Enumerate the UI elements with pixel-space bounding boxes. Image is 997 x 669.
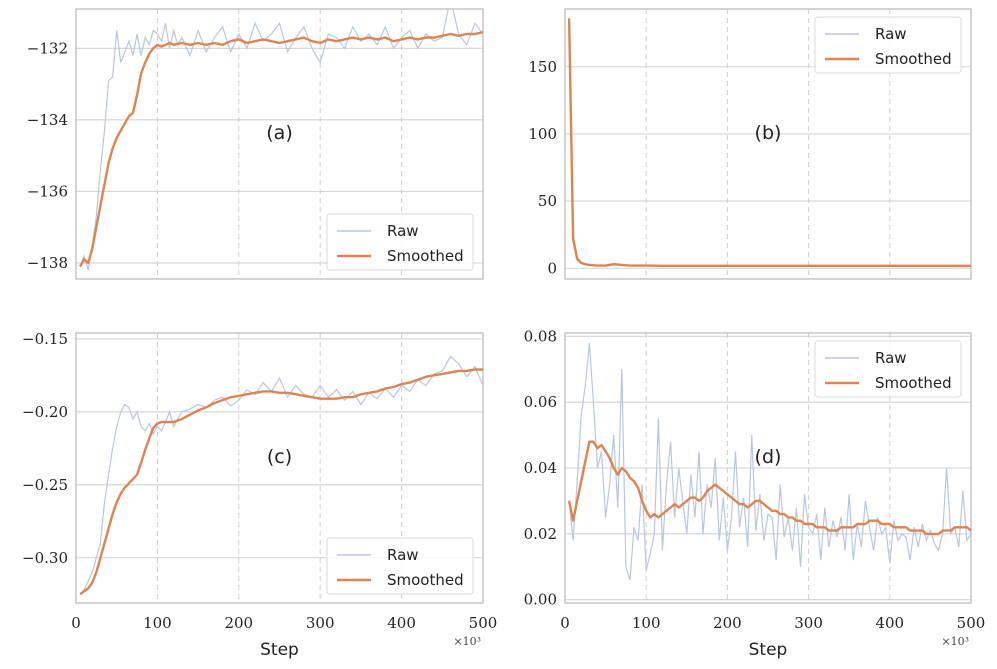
panel-a: −138 −136 −134 −132 (a) Raw Smoothed <box>27 8 484 280</box>
x-tick-label: 500 <box>957 614 986 632</box>
legend: Raw Smoothed <box>326 213 474 271</box>
y-tick-label: 0.06 <box>524 393 557 411</box>
panel-b: 0 50 100 150 (b) Raw Smoothed <box>528 8 972 280</box>
legend: Raw Smoothed <box>814 16 962 74</box>
panel-annotation: (b) <box>755 122 782 144</box>
plot-frame <box>75 332 484 604</box>
y-tick-label: −136 <box>27 182 68 200</box>
y-tick-label: 0.00 <box>524 591 557 609</box>
raw-series-line <box>568 342 971 581</box>
y-tick-label: −138 <box>27 254 68 272</box>
legend-raw-label: Raw <box>387 546 419 564</box>
x-tick-label: 300 <box>306 614 335 632</box>
y-tick-label: 50 <box>538 192 557 210</box>
smoothed-series-line <box>79 31 483 268</box>
raw-series-line <box>79 355 483 595</box>
x-tick-label: 0 <box>71 614 81 632</box>
y-tick-label: −0.30 <box>22 549 68 567</box>
y-tick-label: −0.15 <box>22 330 68 348</box>
panel-annotation: (d) <box>755 446 782 468</box>
y-tick-label: −132 <box>27 39 68 57</box>
smoothed-series-line <box>79 368 483 596</box>
smoothed-series-line <box>567 18 971 267</box>
x-tick-label: 500 <box>469 614 498 632</box>
y-tick-label: −0.20 <box>22 403 68 421</box>
legend-raw-label: Raw <box>875 349 907 367</box>
x-tick-label: 400 <box>875 614 904 632</box>
panel-annotation: (a) <box>266 122 292 144</box>
x-axis-multiplier: ×10³ <box>941 635 969 648</box>
x-tick-label: 0 <box>560 614 570 632</box>
legend-smoothed-label: Smoothed <box>875 374 952 392</box>
panel-d: 0.00 0.02 0.04 0.06 0.08 0 100 200 300 400 500 (d) R… <box>524 327 986 660</box>
y-tick-label: 100 <box>528 125 557 143</box>
legend-raw-label: Raw <box>387 222 419 240</box>
plot-frame <box>564 332 972 604</box>
x-tick-label: 100 <box>143 614 172 632</box>
legend-smoothed-label: Smoothed <box>387 571 464 589</box>
y-tick-label: 150 <box>528 58 557 76</box>
plot-frame <box>75 8 484 280</box>
legend-smoothed-label: Smoothed <box>875 50 952 68</box>
x-tick-label: 200 <box>224 614 253 632</box>
panel-annotation: (c) <box>267 446 292 468</box>
x-tick-label: 100 <box>632 614 661 632</box>
legend: Raw Smoothed <box>326 537 474 595</box>
plot-frame <box>564 8 972 280</box>
y-tick-label: −0.25 <box>22 476 68 494</box>
x-axis-label: Step <box>749 640 788 660</box>
x-axis-label: Step <box>260 640 299 660</box>
y-tick-label: 0.08 <box>524 327 557 345</box>
legend-raw-label: Raw <box>875 25 907 43</box>
legend-smoothed-label: Smoothed <box>387 247 464 265</box>
legend: Raw Smoothed <box>814 340 962 398</box>
x-axis-multiplier: ×10³ <box>453 635 481 648</box>
y-tick-label: 0 <box>547 259 557 277</box>
x-tick-label: 300 <box>794 614 823 632</box>
y-tick-label: 0.04 <box>524 459 557 477</box>
x-tick-label: 200 <box>713 614 742 632</box>
panel-c: −0.30 −0.25 −0.20 −0.15 0 100 200 300 400 500 (c) R… <box>22 330 497 660</box>
y-tick-label: 0.02 <box>524 525 557 543</box>
y-tick-label: −134 <box>27 111 68 129</box>
x-tick-label: 400 <box>387 614 416 632</box>
smoothed-series-line <box>567 440 971 536</box>
